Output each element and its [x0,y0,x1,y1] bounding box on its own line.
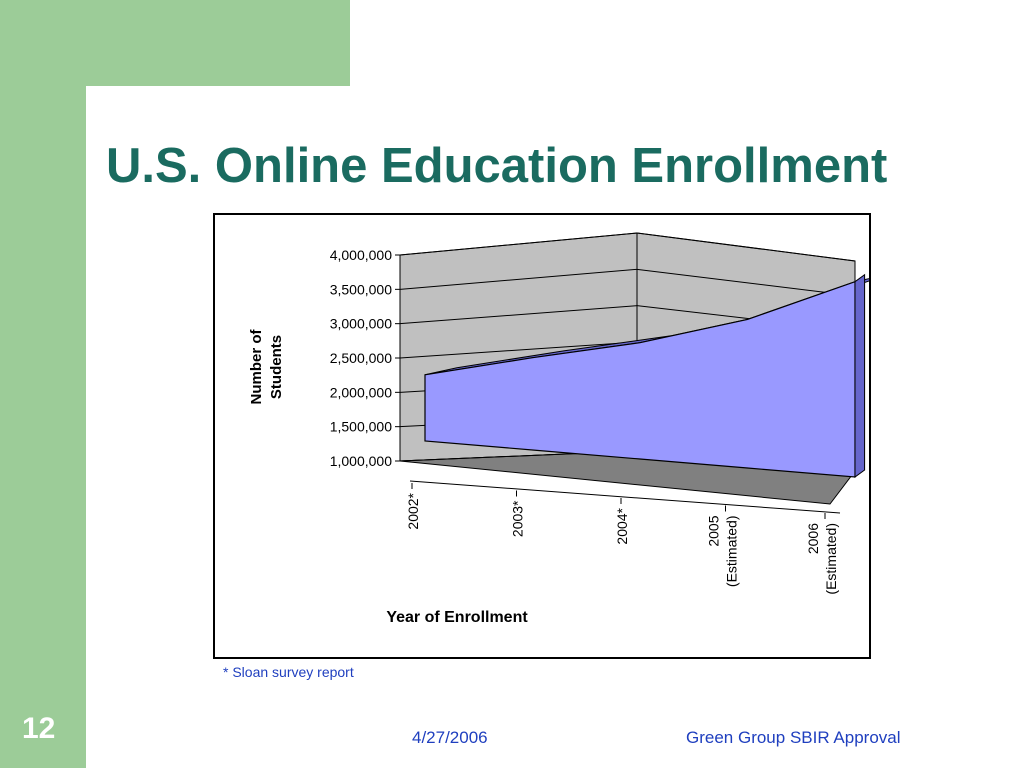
y-tick-label: 2,500,000 [330,350,392,366]
x-tick-label: 2006 [805,523,821,554]
x-axis-title: Year of Enrollment [386,609,528,626]
footer-text: Green Group SBIR Approval [686,728,901,747]
gridline-side [399,232,638,256]
chart-frame: 1,000,000 1,500,000 2,000,000 2,500,000 3,00… [213,213,871,659]
green-sidebar [0,0,86,768]
gridline-back [636,268,856,297]
content-panel-corner [86,86,176,176]
x-tick-label: 2002* [405,492,421,529]
footnote: * Sloan survey report [223,664,354,680]
y-tick-label: 1,000,000 [330,453,392,469]
gridline-side [399,305,638,325]
footer-date: 4/27/2006 [412,728,488,747]
x-tick-label: (Estimated) [823,523,839,595]
gridline-back [636,232,856,262]
y-tick-label: 1,500,000 [330,419,392,435]
y-tick-label: 3,000,000 [330,316,392,332]
x-tick-label: 2003* [510,500,526,537]
x-axis-line [409,480,841,514]
y-axis-title-line-2: Students [268,335,285,399]
area-end-face [854,273,866,478]
y-tick-label: 4,000,000 [330,247,392,263]
slide-title: U.S. Online Education Enrollment [106,139,888,193]
enrollment-chart: 1,000,000 1,500,000 2,000,000 2,500,000 3,00… [248,232,869,626]
y-tick-label: 3,500,000 [330,281,392,297]
x-tick-label: 2004* [614,507,630,544]
y-tick-label: 2,000,000 [330,384,392,400]
y-axis-title-line-1: Number of [248,328,265,404]
gridline-side [399,268,638,290]
gridline-side [399,341,638,359]
green-top-band [0,0,350,86]
x-tick-label: (Estimated) [724,516,740,588]
x-tick-label: 2005 [706,515,722,546]
slide-number: 12 [22,712,56,745]
